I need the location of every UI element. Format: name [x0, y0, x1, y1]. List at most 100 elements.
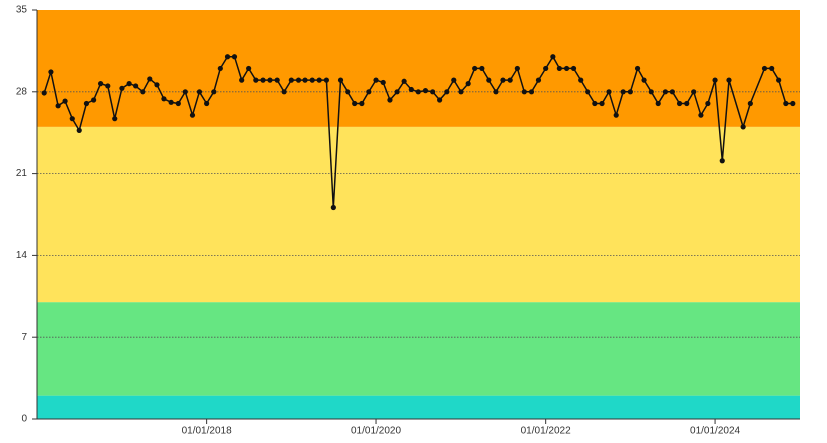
point: [253, 77, 259, 83]
point: [479, 65, 485, 72]
point: [543, 65, 549, 72]
y-tick-label: 7: [21, 332, 27, 343]
point: [415, 89, 421, 95]
point: [246, 65, 252, 72]
point: [507, 77, 513, 83]
point: [563, 65, 570, 72]
y-tick-label: 35: [16, 5, 28, 16]
point: [528, 89, 535, 95]
point: [288, 77, 294, 83]
point: [712, 77, 718, 83]
point: [224, 54, 231, 60]
x-tick-label: 01/01/2022: [521, 426, 571, 437]
y-tick-label: 14: [16, 250, 28, 261]
point: [55, 103, 61, 109]
point: [465, 81, 471, 87]
point: [387, 97, 393, 103]
point: [570, 65, 577, 72]
point: [281, 89, 287, 95]
point: [726, 77, 732, 83]
point: [783, 100, 789, 107]
point: [231, 54, 238, 60]
point: [196, 89, 203, 95]
point: [394, 89, 400, 95]
point: [48, 69, 54, 75]
band: [37, 395, 800, 419]
point: [556, 65, 562, 72]
point: [105, 83, 111, 89]
point: [514, 65, 520, 72]
point: [705, 100, 711, 107]
point: [606, 89, 612, 95]
point: [337, 77, 344, 83]
point: [422, 88, 429, 94]
point: [62, 98, 68, 104]
point: [655, 100, 661, 107]
point: [323, 77, 329, 83]
point: [578, 77, 584, 83]
y-tick-label: 28: [16, 86, 28, 97]
point: [550, 54, 556, 60]
point: [295, 77, 302, 83]
point: [627, 89, 633, 95]
point: [267, 77, 273, 83]
point: [175, 100, 181, 107]
point: [147, 76, 153, 82]
band: [37, 126, 800, 303]
point: [500, 77, 506, 83]
point: [217, 65, 223, 72]
point: [451, 77, 457, 83]
point: [599, 100, 605, 107]
point: [97, 81, 104, 87]
point: [380, 79, 386, 86]
point: [641, 77, 647, 83]
point: [761, 65, 768, 72]
point: [140, 89, 146, 95]
y-tick-label: 21: [16, 168, 28, 179]
point: [352, 100, 358, 107]
point: [366, 89, 372, 95]
point: [112, 116, 118, 122]
point: [41, 90, 47, 96]
point: [302, 77, 308, 83]
point: [493, 89, 499, 95]
point: [437, 97, 443, 103]
point: [401, 78, 407, 84]
point: [676, 100, 683, 107]
point: [430, 89, 436, 95]
point: [747, 100, 753, 107]
point: [126, 81, 132, 87]
point: [182, 89, 188, 95]
point: [309, 77, 315, 83]
y-tick-label: 0: [21, 414, 27, 425]
point: [458, 89, 464, 95]
x-tick-label: 01/01/2020: [351, 426, 401, 437]
point: [444, 89, 450, 95]
point: [316, 77, 322, 83]
point: [274, 77, 280, 83]
point: [776, 77, 782, 83]
point: [684, 100, 690, 107]
point: [330, 204, 336, 211]
point: [740, 124, 746, 130]
point: [69, 116, 75, 122]
point: [168, 99, 174, 105]
point: [345, 89, 351, 95]
point: [613, 112, 619, 118]
point: [133, 83, 139, 89]
point: [211, 89, 217, 95]
point: [535, 77, 542, 83]
point: [91, 97, 97, 103]
point: [648, 89, 654, 95]
point: [486, 77, 492, 83]
point: [585, 89, 591, 95]
point: [769, 65, 775, 72]
x-tick-label: 01/01/2018: [182, 426, 232, 437]
point: [154, 82, 160, 88]
point: [83, 100, 90, 107]
point: [204, 100, 210, 107]
point: [669, 89, 675, 95]
point: [691, 89, 697, 95]
point: [161, 96, 167, 102]
